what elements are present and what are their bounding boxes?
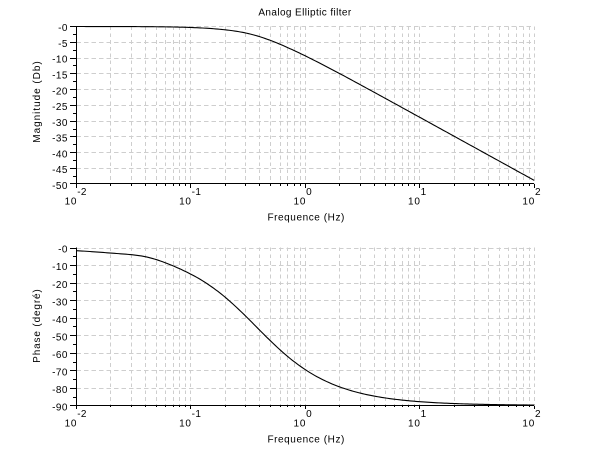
svg-text:-35: -35 — [52, 134, 68, 145]
svg-text:-60: -60 — [52, 350, 68, 361]
svg-text:10: 10 — [408, 197, 421, 208]
svg-text:-90: -90 — [52, 403, 68, 414]
svg-text:-20: -20 — [52, 280, 68, 291]
svg-text:-1: -1 — [192, 409, 202, 420]
svg-text:2: 2 — [535, 409, 541, 420]
svg-text:Magnitude (Db): Magnitude (Db) — [32, 60, 43, 142]
svg-text:-5: -5 — [58, 39, 68, 50]
svg-text:10: 10 — [65, 419, 78, 430]
svg-text:-10: -10 — [52, 55, 68, 66]
svg-text:-40: -40 — [52, 149, 68, 160]
svg-text:Frequence (Hz): Frequence (Hz) — [267, 435, 344, 446]
svg-text:-45: -45 — [52, 165, 68, 176]
svg-text:10: 10 — [522, 197, 535, 208]
svg-text:-30: -30 — [52, 118, 68, 129]
svg-text:10: 10 — [293, 419, 306, 430]
svg-text:10: 10 — [65, 197, 78, 208]
svg-text:Phase (degré): Phase (degré) — [32, 288, 43, 362]
svg-text:-50: -50 — [52, 332, 68, 343]
svg-text:-25: -25 — [52, 102, 68, 113]
svg-text:-15: -15 — [52, 71, 68, 82]
svg-text:-50: -50 — [52, 181, 68, 192]
svg-text:Analog Elliptic filter: Analog Elliptic filter — [258, 8, 352, 19]
svg-text:-40: -40 — [52, 315, 68, 326]
svg-text:10: 10 — [522, 419, 535, 430]
svg-text:-30: -30 — [52, 297, 68, 308]
svg-text:-20: -20 — [52, 86, 68, 97]
svg-text:-2: -2 — [77, 187, 87, 198]
svg-text:-0: -0 — [58, 245, 68, 256]
svg-text:10: 10 — [179, 197, 192, 208]
svg-text:2: 2 — [535, 187, 541, 198]
svg-text:Frequence (Hz): Frequence (Hz) — [267, 212, 344, 223]
svg-text:-70: -70 — [52, 367, 68, 378]
svg-text:1: 1 — [421, 409, 427, 420]
svg-text:1: 1 — [421, 187, 427, 198]
svg-text:-10: -10 — [52, 262, 68, 273]
svg-text:-0: -0 — [58, 23, 68, 34]
svg-text:10: 10 — [179, 419, 192, 430]
svg-text:10: 10 — [408, 419, 421, 430]
svg-text:-1: -1 — [192, 187, 202, 198]
svg-text:-2: -2 — [77, 409, 87, 420]
svg-text:0: 0 — [306, 187, 312, 198]
svg-text:-80: -80 — [52, 385, 68, 396]
svg-text:10: 10 — [293, 197, 306, 208]
svg-text:0: 0 — [306, 409, 312, 420]
